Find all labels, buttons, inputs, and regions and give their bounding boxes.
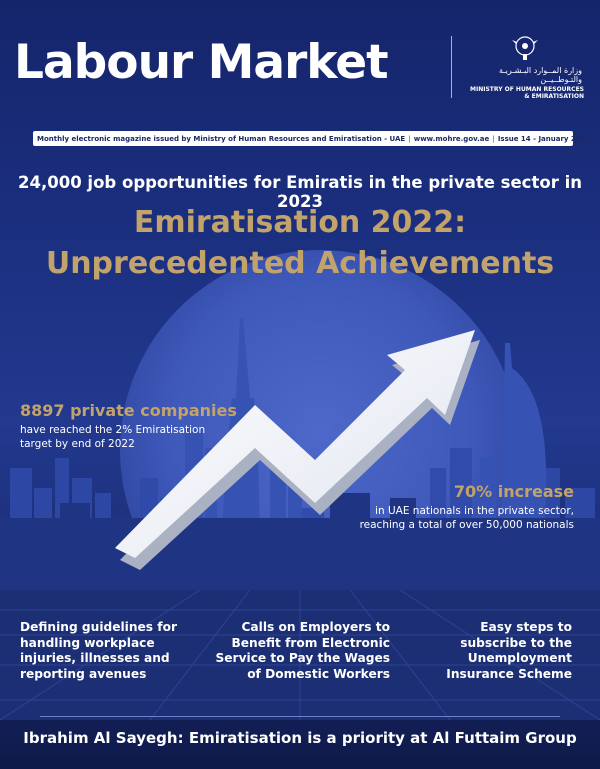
headline-line1: Emiratisation 2022: [133, 205, 467, 240]
ministry-name-arabic: وزارة المــوارد البـشـريـة والتـوطــيــن [462, 66, 582, 84]
cover-headline: Emiratisation 2022: Unprecedented Achiev… [0, 202, 600, 284]
grid-floor [0, 590, 600, 720]
stat-right-caption-line1: in UAE nationals in the private sector, [375, 505, 574, 517]
story3-line: Unemployment [467, 651, 572, 665]
stat-private-companies: 8897 private companies have reached the … [20, 401, 260, 451]
stat-right-value: 70% increase [453, 482, 574, 501]
story-domestic-workers-wages[interactable]: Calls on Employers to Benefit from Elect… [210, 620, 390, 682]
story2-line: Benefit from Electronic [231, 635, 390, 650]
headline-line2: Unprecedented Achievements [45, 246, 555, 281]
ministry-en-line2: & EMIRATISATION [524, 93, 584, 100]
website-link[interactable]: www.mohre.gov.ae [413, 134, 490, 143]
story1-line: handling workplace [20, 635, 155, 650]
story3-line: Easy steps to [480, 620, 572, 634]
ministry-name-english: MINISTRY OF HUMAN RESOURCES & EMIRATISAT… [462, 86, 584, 100]
separator: | [408, 134, 411, 143]
story-workplace-guidelines[interactable]: Defining guidelines for handling workpla… [20, 620, 205, 682]
stat-left-caption-line2: target by end of 2022 [20, 438, 135, 450]
stat-left-caption-line1: have reached the 2% Emiratisation [20, 424, 206, 436]
separator: | [492, 134, 495, 143]
footer-divider [40, 716, 560, 717]
story2-line: of Domestic Workers [247, 666, 390, 681]
story3-line: subscribe to the [460, 635, 572, 650]
story1-line: Defining guidelines for [20, 620, 177, 634]
uae-emblem-icon [512, 36, 538, 60]
stat-left-caption: have reached the 2% Emiratisation target… [20, 423, 260, 451]
ministry-ar-line2: والتـوطــيــن [540, 75, 582, 84]
story3-line: Insurance Scheme [446, 666, 572, 681]
story1-line: reporting avenues [20, 666, 147, 681]
magazine-title: Labour Market [14, 35, 389, 90]
stat-right-caption-line2: reaching a total of over 50,000 national… [359, 519, 574, 531]
story1-line: injuries, illnesses and [20, 651, 170, 665]
issue-number: Issue 14 - January 2023 [497, 134, 591, 143]
ministry-en-line1: MINISTRY OF HUMAN RESOURCES [470, 86, 584, 93]
magazine-description: Monthly electronic magazine issued by Mi… [37, 134, 406, 143]
story2-line: Calls on Employers to [241, 620, 390, 634]
footer-headline[interactable]: Ibrahim Al Sayegh: Emiratisation is a pr… [23, 729, 577, 747]
ministry-ar-line1: وزارة المــوارد البـشـريـة [498, 66, 582, 75]
cover-subtitle: 24,000 job opportunities for Emiratis in… [18, 173, 582, 211]
growth-arrow [115, 330, 480, 570]
issue-info-bar: Monthly electronic magazine issued by Mi… [33, 131, 590, 146]
story-unemployment-insurance[interactable]: Easy steps to subscribe to the Unemploym… [395, 620, 572, 682]
stat-right-caption: in UAE nationals in the private sector, … [304, 504, 574, 532]
masthead-divider [451, 36, 452, 98]
story2-line: Service to Pay the Wages [215, 651, 390, 665]
stat-nationals-increase: 70% increase in UAE nationals in the pri… [304, 482, 574, 532]
stat-left-value: 8897 private companies [20, 401, 237, 420]
city-skyline [0, 318, 600, 608]
